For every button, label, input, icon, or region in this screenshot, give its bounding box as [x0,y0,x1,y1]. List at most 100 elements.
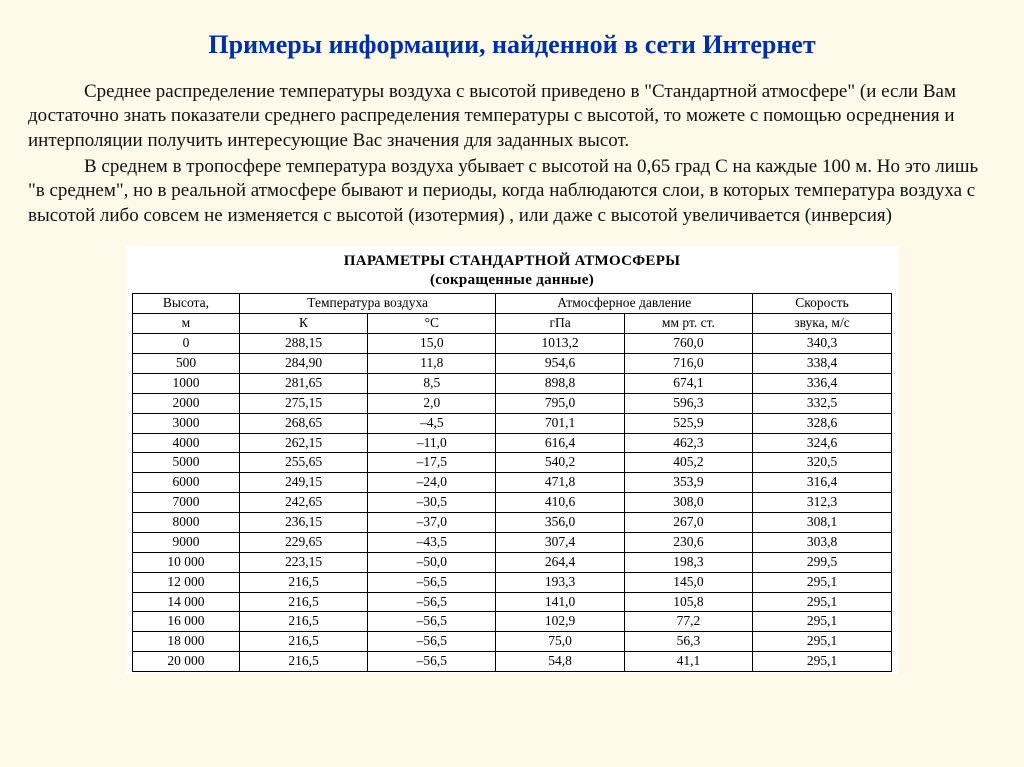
table-row: 2000275,152,0795,0596,3332,5 [133,393,892,413]
table-cell: 14 000 [133,592,240,612]
table-cell: 954,6 [496,354,624,374]
table-cell: 462,3 [624,433,752,453]
table-cell: 8,5 [368,373,496,393]
table-cell: 141,0 [496,592,624,612]
table-cell: 4000 [133,433,240,453]
table-row: 18 000216,5–56,575,056,3295,1 [133,632,892,652]
table-row: 5000255,65–17,5540,2405,2320,5 [133,453,892,473]
table-cell: –56,5 [368,632,496,652]
table-cell: 295,1 [753,652,892,672]
table-cell: 10 000 [133,552,240,572]
table-cell: 105,8 [624,592,752,612]
table-row: 9000229,65–43,5307,4230,6303,8 [133,532,892,552]
table-cell: 308,1 [753,513,892,533]
table-cell: 308,0 [624,493,752,513]
table-cell: 288,15 [239,334,367,354]
table-row: 7000242,65–30,5410,6308,0312,3 [133,493,892,513]
table-row: 20 000216,5–56,554,841,1295,1 [133,652,892,672]
table-cell: 18 000 [133,632,240,652]
table-row: 14 000216,5–56,5141,0105,8295,1 [133,592,892,612]
table-title: ПАРАМЕТРЫ СТАНДАРТНОЙ АТМОСФЕРЫ (сокраще… [132,252,892,290]
table-row: 3000268,65–4,5701,1525,9328,6 [133,413,892,433]
table-cell: 295,1 [753,612,892,632]
table-cell: 262,15 [239,433,367,453]
table-cell: 701,1 [496,413,624,433]
table-cell: 16 000 [133,612,240,632]
table-cell: 295,1 [753,572,892,592]
table-cell: 320,5 [753,453,892,473]
table-row: 12 000216,5–56,5193,3145,0295,1 [133,572,892,592]
table-cell: 898,8 [496,373,624,393]
table-cell: 338,4 [753,354,892,374]
table-cell: 295,1 [753,632,892,652]
table-cell: 216,5 [239,572,367,592]
table-cell: 471,8 [496,473,624,493]
table-head: Высота, Температура воздуха Атмосферное … [133,294,892,334]
table-cell: 267,0 [624,513,752,533]
th-hpa: гПа [496,314,624,334]
table-cell: 193,3 [496,572,624,592]
table-cell: 1000 [133,373,240,393]
table-cell: –24,0 [368,473,496,493]
table-cell: –43,5 [368,532,496,552]
table-cell: –11,0 [368,433,496,453]
table-row: 1000281,658,5898,8674,1336,4 [133,373,892,393]
table-cell: 229,65 [239,532,367,552]
th-celsius: °С [368,314,496,334]
table-cell: 674,1 [624,373,752,393]
table-cell: 216,5 [239,612,367,632]
table-cell: 15,0 [368,334,496,354]
table-cell: 0 [133,334,240,354]
table-cell: 216,5 [239,592,367,612]
table-cell: 198,3 [624,552,752,572]
table-cell: 216,5 [239,652,367,672]
table-cell: 268,65 [239,413,367,433]
table-cell: 8000 [133,513,240,533]
table-cell: 77,2 [624,612,752,632]
table-cell: 2000 [133,393,240,413]
table-cell: –30,5 [368,493,496,513]
table-cell: 216,5 [239,632,367,652]
table-cell: –50,0 [368,552,496,572]
table-cell: 281,65 [239,373,367,393]
page-container: Примеры информации, найденной в сети Инт… [0,0,1024,684]
table-cell: –17,5 [368,453,496,473]
table-cell: 324,6 [753,433,892,453]
table-cell: 525,9 [624,413,752,433]
table-cell: 5000 [133,453,240,473]
table-cell: –56,5 [368,592,496,612]
table-row: 16 000216,5–56,5102,977,2295,1 [133,612,892,632]
table-title-line1: ПАРАМЕТРЫ СТАНДАРТНОЙ АТМОСФЕРЫ [344,253,680,269]
table-cell: 11,8 [368,354,496,374]
paragraph-2: В среднем в тропосфере температура возду… [28,155,996,228]
table-cell: 236,15 [239,513,367,533]
table-cell: 6000 [133,473,240,493]
table-cell: 295,1 [753,592,892,612]
table-title-line2: (сокращенные данные) [430,272,594,288]
table-cell: 242,65 [239,493,367,513]
th-temp-group: Температура воздуха [239,294,496,314]
paragraph-1: Среднее распределение температуры воздух… [28,80,996,153]
table-cell: 7000 [133,493,240,513]
table-cell: –56,5 [368,652,496,672]
table-cell: 20 000 [133,652,240,672]
table-cell: 2,0 [368,393,496,413]
table-cell: 500 [133,354,240,374]
table-body: 0288,1515,01013,2760,0340,3500284,9011,8… [133,334,892,672]
table-cell: 760,0 [624,334,752,354]
table-cell: 54,8 [496,652,624,672]
table-row: 4000262,15–11,0616,4462,3324,6 [133,433,892,453]
table-cell: 299,5 [753,552,892,572]
table-cell: –4,5 [368,413,496,433]
table-cell: 3000 [133,413,240,433]
table-cell: 540,2 [496,453,624,473]
table-cell: 303,8 [753,532,892,552]
table-cell: 275,15 [239,393,367,413]
table-cell: 102,9 [496,612,624,632]
th-altitude-2: м [133,314,240,334]
table-cell: 336,4 [753,373,892,393]
table-cell: 340,3 [753,334,892,354]
th-press-group: Атмосферное давление [496,294,753,314]
table-cell: 405,2 [624,453,752,473]
table-cell: –37,0 [368,513,496,533]
